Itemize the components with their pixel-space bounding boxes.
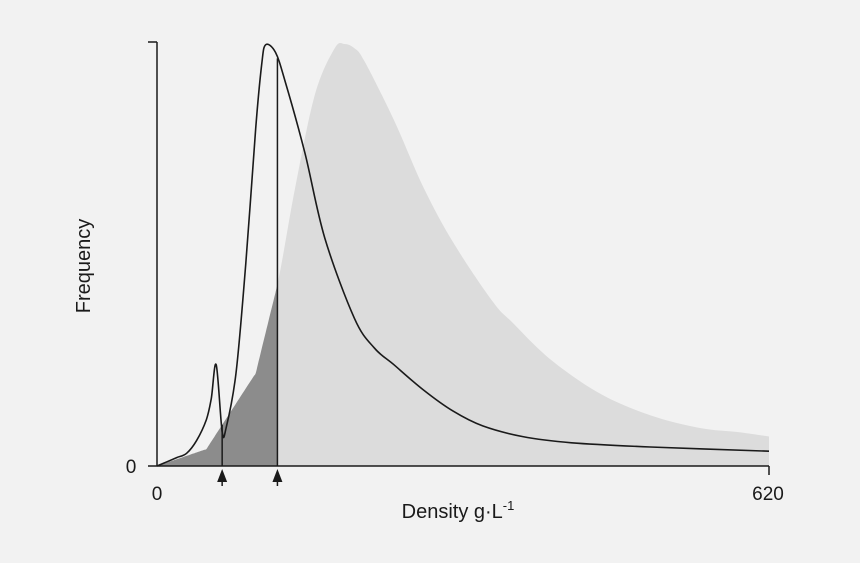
marker-arrow-head-1 <box>272 469 283 482</box>
series-fill-light <box>157 42 769 466</box>
series-line <box>156 43 770 467</box>
y-tick-label-0: 0 <box>126 457 137 478</box>
x-axis-label-main: Density g·L <box>402 501 503 523</box>
y-axis-label: Frequency <box>73 219 95 314</box>
x-axis-label-superscript: -1 <box>503 498 515 513</box>
x-axis-label: Density g·L-1 <box>402 498 515 523</box>
x-tick-label-620: 620 <box>752 484 784 505</box>
shaded-region <box>157 284 278 466</box>
marker-arrow-head-0 <box>217 469 228 482</box>
x-tick-label-0: 0 <box>152 484 163 505</box>
